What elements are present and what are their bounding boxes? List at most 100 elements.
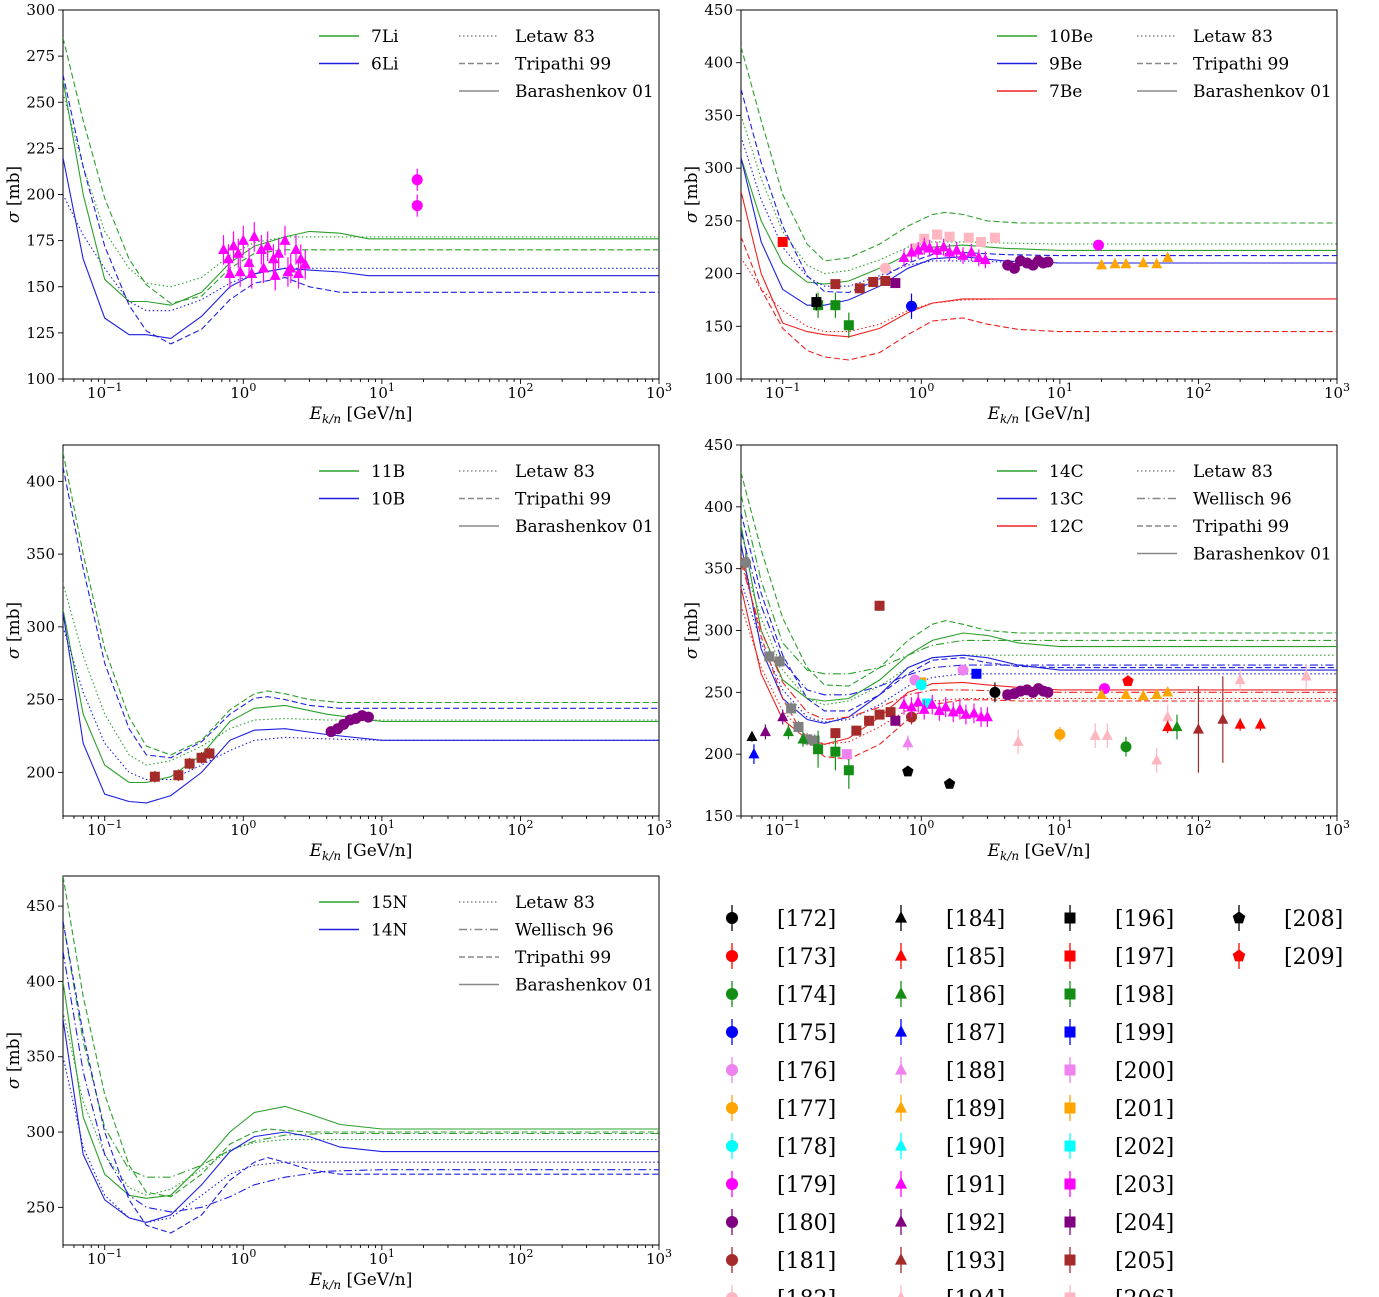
- x-tick-base: 10: [230, 1250, 249, 1268]
- data-point-triangle: [1162, 710, 1174, 722]
- series-line-6Li-tripathi-99: [63, 74, 659, 345]
- ref-marker-square: [1064, 1140, 1076, 1152]
- ref-label: [209]: [1284, 945, 1343, 970]
- x-tick-label: 103: [1324, 381, 1350, 402]
- x-tick-label: 100: [908, 381, 934, 402]
- data-point-square: [196, 752, 207, 763]
- data-point-triangle: [1162, 251, 1174, 262]
- x-axis-label-unit: [GeV/n]: [341, 1270, 412, 1290]
- data-point-triangle: [898, 698, 910, 709]
- ref-label: [199]: [1115, 1021, 1174, 1046]
- legend-entry: Letaw 83: [515, 893, 595, 913]
- x-axis-label-symbol: E: [987, 404, 1001, 424]
- ref-marker-triangle: [894, 1101, 908, 1113]
- data-point-square: [777, 236, 788, 247]
- x-tick-label: 10−1: [765, 818, 800, 839]
- ref-label: [174]: [777, 983, 836, 1008]
- data-point-square: [944, 231, 955, 242]
- ref-marker-circle: [725, 911, 739, 925]
- data-point-triangle: [968, 707, 980, 718]
- x-tick-label: 102: [507, 818, 533, 839]
- series-line-7Be-letaw-83: [741, 257, 1337, 333]
- data-point-square: [976, 236, 987, 247]
- legend-entry: Tripathi 99: [1193, 55, 1289, 75]
- y-tick-label: 125: [26, 324, 55, 342]
- ref-label: [200]: [1115, 1059, 1174, 1084]
- y-tick-label: 400: [704, 54, 733, 72]
- data-point-triangle: [273, 247, 285, 258]
- y-tick-label: 250: [26, 691, 55, 709]
- y-tick-label: 450: [26, 897, 55, 915]
- x-tick-label: 101: [369, 381, 395, 402]
- ref-marker-triangle: [894, 987, 908, 999]
- y-tick-label: 150: [704, 807, 733, 825]
- data-point-square: [851, 725, 862, 736]
- x-tick-exponent: 3: [665, 381, 672, 394]
- y-tick-label: 300: [704, 159, 733, 177]
- data-point-triangle: [973, 251, 985, 262]
- x-tick-base: 10: [230, 384, 249, 402]
- data-point-circle: [411, 200, 423, 212]
- x-tick-base: 10: [369, 1250, 388, 1268]
- y-axis-label-unit: [mb]: [4, 602, 24, 648]
- data-point-triangle: [279, 234, 291, 245]
- ref-label: [202]: [1115, 1135, 1174, 1160]
- data-point-triangle: [951, 244, 963, 255]
- x-tick-exponent: 0: [249, 818, 256, 831]
- y-tick-label: 350: [26, 545, 55, 563]
- x-tick-exponent: 2: [526, 818, 533, 831]
- ref-marker-square: [1064, 1064, 1076, 1076]
- data-point-circle: [879, 262, 891, 274]
- x-axis-label-symbol: E: [987, 841, 1001, 861]
- ref-label: [192]: [946, 1211, 1005, 1236]
- data-point-triangle: [1192, 723, 1204, 734]
- x-tick-exponent: 3: [665, 1247, 672, 1260]
- data-point-triangle: [232, 247, 244, 258]
- data-point-triangle: [246, 267, 258, 279]
- data-point-square: [854, 283, 865, 294]
- legend-entry: Barashenkov 01: [515, 976, 654, 996]
- data-point-circle: [411, 174, 423, 186]
- data-point-circle: [1008, 262, 1020, 274]
- ref-marker-triangle: [894, 1025, 908, 1037]
- legend-entry: Barashenkov 01: [1193, 82, 1332, 102]
- data-point-pentagon: [943, 777, 956, 789]
- x-tick-base: 10: [507, 384, 526, 402]
- data-point-triangle: [222, 252, 234, 264]
- y-tick-label: 275: [26, 47, 55, 65]
- legend-entry: 13C: [1049, 490, 1084, 510]
- data-point-triangle: [1096, 688, 1108, 700]
- data-point-triangle: [1101, 729, 1113, 740]
- y-axis-label-symbol: σ: [4, 1077, 24, 1089]
- legend: 11B 10B Letaw 83 Tripathi 99 Barashenkov 01: [319, 462, 654, 537]
- ref-marker-circle: [725, 987, 739, 1001]
- x-tick-base: 10: [1324, 821, 1343, 839]
- ref-marker-square: [1064, 912, 1076, 924]
- ref-marker-circle: [725, 949, 739, 963]
- x-axis-label-subscript: k/n: [1000, 412, 1019, 426]
- data-point-triangle: [759, 725, 771, 737]
- y-tick-label: 250: [26, 1198, 55, 1216]
- data-point-triangle: [1300, 670, 1312, 681]
- x-axis-label: Ek/n [GeV/n]: [987, 841, 1091, 863]
- x-tick-exponent: −1: [784, 381, 800, 394]
- data-point-triangle: [1162, 720, 1174, 732]
- x-tick-label: 101: [369, 818, 395, 839]
- x-tick-label: 101: [369, 1247, 395, 1268]
- data-point-square: [786, 703, 797, 714]
- legend: 10Be 9Be 7Be Letaw 83 Tripathi 99 Barashenkov…: [997, 27, 1332, 102]
- y-axis-label-unit: [mb]: [682, 602, 702, 648]
- series-line-12C-letaw-83: [741, 605, 1337, 745]
- data-point-triangle: [1217, 713, 1229, 724]
- y-axis-label: σ [mb]: [682, 602, 702, 659]
- data-point-triangle: [1234, 718, 1246, 729]
- legend-entry: 11B: [371, 462, 405, 482]
- legend-entry: Letaw 83: [515, 462, 595, 482]
- x-tick-label: 10−1: [765, 381, 800, 402]
- data-point-square: [184, 758, 195, 769]
- x-tick-exponent: 1: [1066, 381, 1073, 394]
- x-tick-exponent: 2: [526, 381, 533, 394]
- data-point-triangle: [1171, 720, 1183, 732]
- data-point-triangle: [237, 234, 249, 245]
- x-tick-base: 10: [646, 821, 665, 839]
